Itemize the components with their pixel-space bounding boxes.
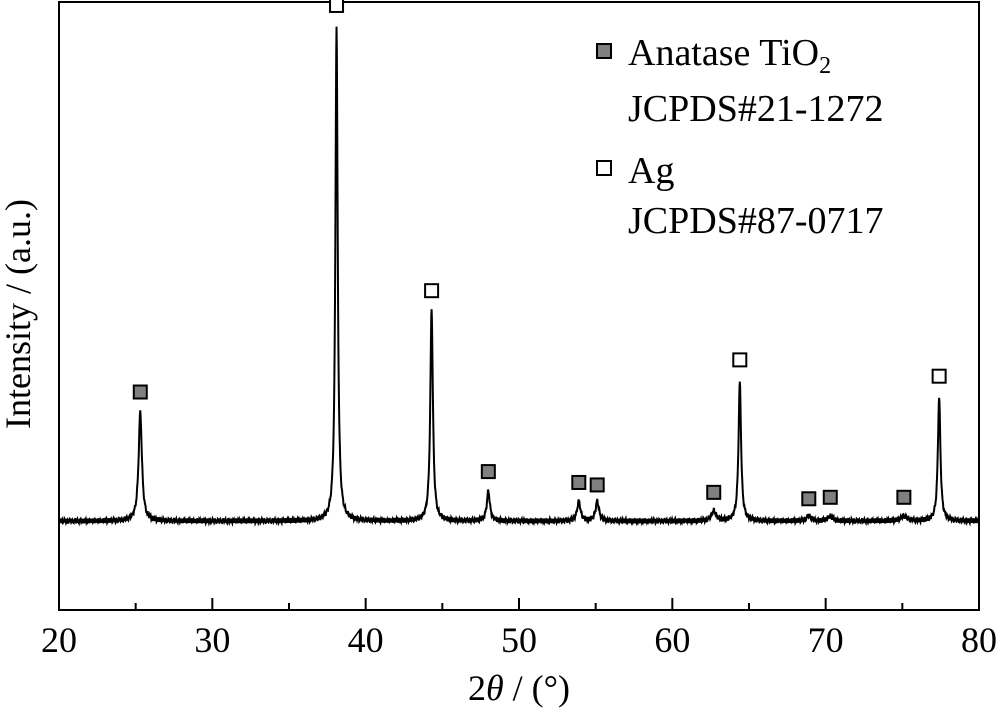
legend-label-ag: Ag bbox=[628, 150, 674, 192]
x-axis-ticks bbox=[58, 598, 980, 610]
anatase-peak-marker bbox=[801, 491, 817, 507]
x-tick-label: 30 bbox=[194, 620, 230, 660]
ag-peak-marker bbox=[732, 352, 748, 368]
ag-peak-marker bbox=[424, 283, 440, 299]
anatase-peak-marker bbox=[706, 484, 722, 500]
legend-marker-ag bbox=[596, 160, 612, 176]
anatase-peak-marker bbox=[132, 384, 148, 400]
x-tick-label: 50 bbox=[501, 620, 537, 660]
anatase-peak-marker bbox=[822, 489, 838, 505]
y-axis-title: Intensity / (a.u.) bbox=[0, 199, 38, 429]
anatase-peak-marker bbox=[480, 464, 496, 480]
ag-peak-marker bbox=[931, 368, 947, 384]
x-axis-tick-labels: 20 30 40 50 60 70 80 bbox=[41, 620, 997, 660]
x-tick-label: 60 bbox=[654, 620, 690, 660]
legend: Anatase TiO2 JCPDS#21-1272 Ag JCPDS#87-0… bbox=[596, 32, 884, 242]
x-tick-label: 40 bbox=[348, 620, 384, 660]
legend-marker-anatase bbox=[596, 43, 612, 59]
xrd-pattern-line bbox=[58, 26, 980, 528]
anatase-peak-marker bbox=[571, 474, 587, 490]
anatase-peak-marker bbox=[589, 477, 605, 493]
ag-peak-marker bbox=[329, 0, 345, 13]
anatase-peak-marker bbox=[896, 489, 912, 505]
x-axis-title: 2θ / (°) bbox=[468, 668, 570, 708]
legend-label-anatase: Anatase TiO2 bbox=[628, 32, 831, 79]
legend-sublabel-ag: JCPDS#87-0717 bbox=[628, 200, 884, 242]
peak-markers bbox=[132, 0, 947, 507]
x-tick-label: 20 bbox=[41, 620, 77, 660]
x-tick-label: 80 bbox=[961, 620, 997, 660]
legend-sublabel-anatase: JCPDS#21-1272 bbox=[628, 88, 884, 130]
x-tick-label: 70 bbox=[808, 620, 844, 660]
